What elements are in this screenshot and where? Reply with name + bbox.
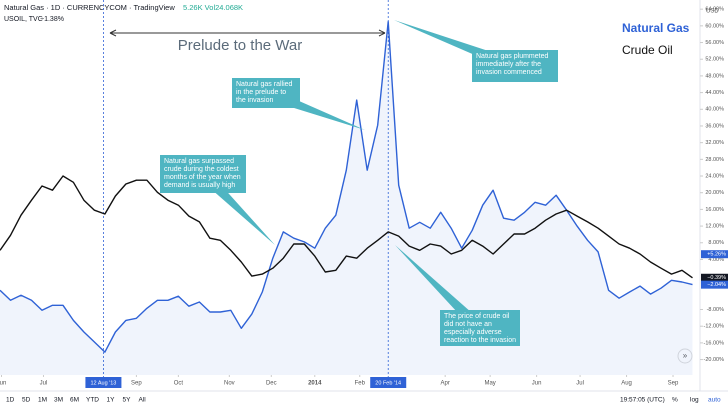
subtitle-change: −1.38% — [40, 16, 64, 23]
x-tick-label: Jun — [532, 381, 542, 387]
series-line — [0, 21, 693, 353]
last-value-box — [701, 280, 728, 289]
clock: 19:57:05 (UTC) — [620, 397, 665, 404]
subtitle: USOIL, TVC — [4, 16, 43, 23]
timeframe-button[interactable]: 5D — [22, 397, 31, 404]
arrow-heads — [109, 29, 386, 37]
x-tick-label: Apr — [441, 381, 450, 387]
y-tick-label: 32.00% — [705, 140, 724, 146]
x-tick-label: Nov — [224, 381, 235, 387]
x-tick-label: Sep — [131, 381, 142, 387]
y-tick-label: 4.00% — [708, 257, 724, 263]
x-tick-label: Feb — [355, 381, 366, 387]
y-tick-label: 52.00% — [705, 57, 724, 63]
x-tick-label: Oct — [174, 381, 184, 387]
x-tick-label: Aug — [621, 381, 632, 387]
y-tick-label: 56.00% — [705, 40, 724, 46]
y-tick-label: 24.00% — [705, 173, 724, 179]
x-tick-label: Jun — [0, 381, 6, 387]
y-tick-label: -12.00% — [704, 324, 725, 330]
y-tick-label: -20.00% — [704, 357, 725, 363]
timeframe-button[interactable]: 1M — [38, 397, 47, 404]
y-tick-label: 48.00% — [705, 73, 724, 79]
annotation: Natural gas plummeted immediately after … — [472, 50, 558, 82]
marker-label: 12 Aug '13 — [91, 380, 117, 386]
scale-option[interactable]: auto — [708, 397, 721, 404]
timeframe-button[interactable]: All — [139, 397, 147, 404]
scroll-button[interactable] — [677, 348, 693, 364]
y-tick-label: 36.00% — [705, 123, 724, 129]
x-tick-label: Jul — [40, 381, 48, 387]
y-tick-label: 28.00% — [705, 157, 724, 163]
marker-box — [370, 377, 407, 388]
annotation: Natural gas surpassed crude during the c… — [160, 155, 246, 193]
scale-option[interactable]: log — [690, 397, 699, 404]
y-tick-label: 40.00% — [705, 107, 724, 113]
y-tick-label: 8.00% — [708, 240, 724, 246]
legend-entry: Natural Gas — [622, 21, 690, 35]
x-tick-label: Dec — [266, 381, 277, 387]
y-tick-label: 12.00% — [705, 224, 724, 230]
x-tick-label: Sep — [668, 381, 679, 387]
timeframe-button[interactable]: 6M — [70, 397, 79, 404]
annotation: The price of crude oil did not have an e… — [440, 310, 520, 346]
y-tick-label: -8.00% — [707, 307, 725, 313]
timeframe-button[interactable]: 1D — [6, 397, 15, 404]
timeframe-button[interactable]: 1Y — [107, 397, 116, 404]
marker-label: 20 Feb '14 — [375, 380, 401, 386]
x-tick-label: 2014 — [308, 381, 322, 387]
y-tick-label: 64.00% — [705, 7, 724, 13]
scroll-icon[interactable]: » — [683, 351, 688, 360]
chart-title: Natural Gas · 1D · CURRENCYCOM · Trading… — [4, 3, 175, 12]
scale-option[interactable]: % — [672, 397, 678, 404]
x-tick-label: Jul — [576, 381, 584, 387]
y-tick-label: 44.00% — [705, 90, 724, 96]
timeframe-button[interactable]: 3M — [54, 397, 63, 404]
headline: Prelude to the War — [178, 37, 303, 54]
annotation: Natural gas rallied in the prelude to th… — [232, 78, 300, 108]
last-value-label: −0.39% — [707, 275, 726, 281]
last-value-label: −2.04% — [707, 282, 726, 288]
last-value-box — [701, 273, 728, 282]
last-value-box — [701, 250, 728, 259]
area — [0, 21, 693, 375]
y-tick-label: -16.00% — [704, 340, 725, 346]
last-value-label: +5.26% — [707, 252, 726, 258]
y-tick-label: 16.00% — [705, 207, 724, 213]
series-line — [0, 175, 693, 279]
y-tick-label: 20.00% — [705, 190, 724, 196]
y-unit: USD — [706, 9, 719, 15]
volume: 5.26K Vol24.068K — [183, 3, 243, 12]
y-tick-label: 60.00% — [705, 23, 724, 29]
legend-entry: Crude Oil — [622, 43, 673, 57]
timeframe-button[interactable]: 5Y — [123, 397, 132, 404]
x-tick-label: May — [484, 381, 495, 387]
marker-box — [85, 377, 122, 388]
timeframe-button[interactable]: YTD — [86, 397, 99, 404]
